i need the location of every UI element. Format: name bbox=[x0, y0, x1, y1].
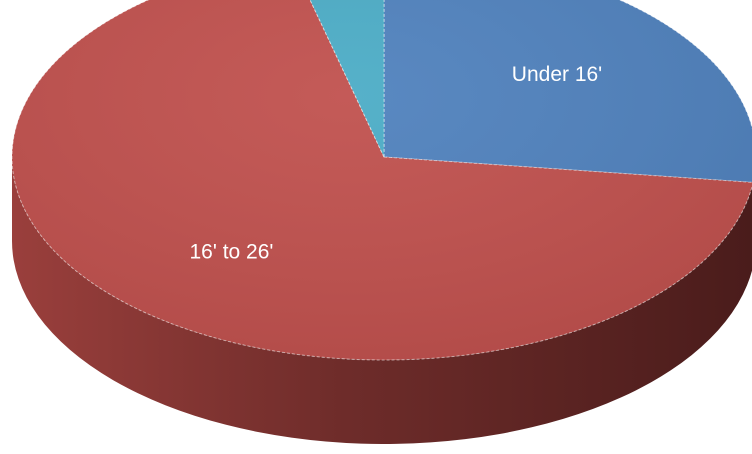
pie-side-16-to-26 bbox=[12, 157, 752, 444]
pie-labels: Under 16'16' to 26'0ver 65' bbox=[190, 63, 603, 264]
pie-top-shine bbox=[12, 0, 752, 360]
pie-side-wall bbox=[12, 157, 752, 444]
pie-label-16-to-26: 16' to 26' bbox=[190, 240, 274, 263]
pie-top-face bbox=[11, 0, 752, 361]
pie-label-under-16: Under 16' bbox=[512, 63, 602, 86]
